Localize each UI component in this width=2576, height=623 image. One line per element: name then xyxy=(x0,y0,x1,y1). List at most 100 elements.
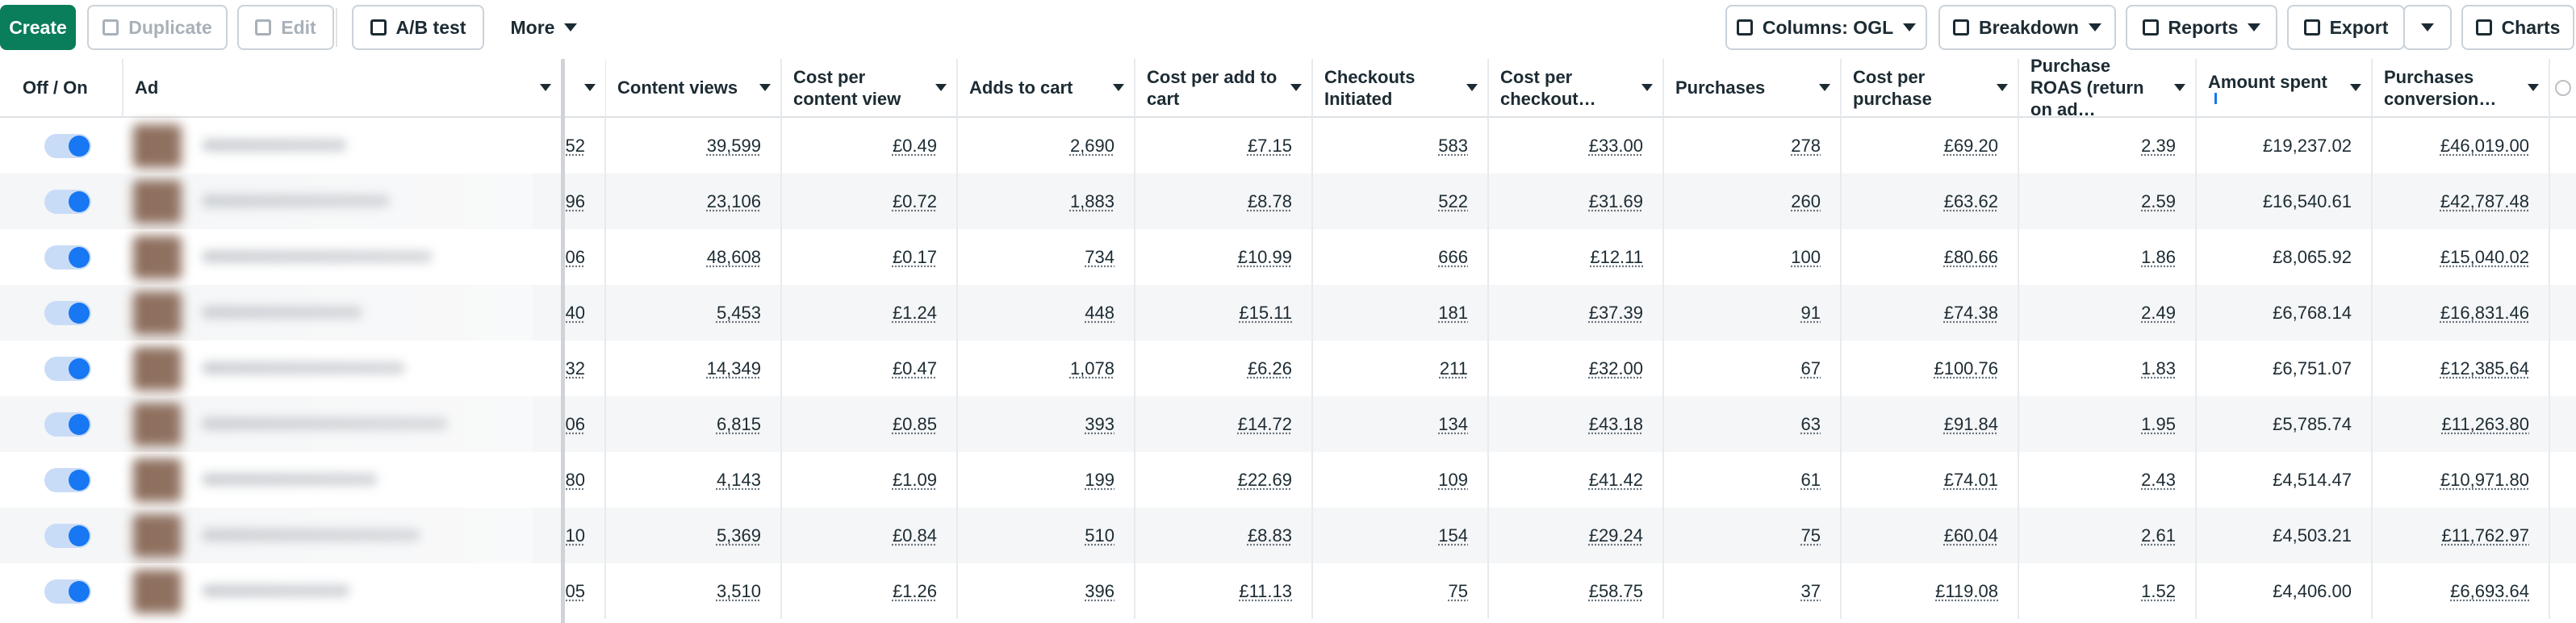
icon xyxy=(2475,19,2492,36)
header-label: Purchases conversion… xyxy=(2384,66,2497,109)
toolbar-button[interactable]: Edit xyxy=(237,5,334,50)
ad-name-blur xyxy=(202,362,405,374)
table-cell: £10,971.80 xyxy=(2373,452,2550,508)
table-cell: 666 xyxy=(1313,229,1489,285)
cell-value: £37.39 xyxy=(1588,302,1643,323)
ad-thumbnail xyxy=(133,124,182,168)
toolbar-button[interactable]: A/B test xyxy=(352,5,484,50)
column-header[interactable]: Off / On xyxy=(0,59,123,118)
table-cell: 14,349 xyxy=(606,341,782,396)
cell-value: 5,369 xyxy=(716,525,761,546)
cell-value: 109 xyxy=(1438,469,1468,490)
toggle[interactable] xyxy=(44,134,91,158)
toggle[interactable] xyxy=(44,412,91,437)
dropdown-caret xyxy=(2248,23,2261,31)
cell-value: £5,785.74 xyxy=(2273,413,2352,434)
toolbar-button[interactable]: Breakdown xyxy=(1938,5,2116,50)
header-text-wrap: Purchases conversion… xyxy=(2384,66,2516,110)
column-header[interactable]: Checkouts Initiated xyxy=(1313,59,1489,118)
toolbar-button[interactable]: More xyxy=(499,5,589,50)
export-dropdown[interactable] xyxy=(2403,5,2452,50)
header-text-wrap: Cost per purchase xyxy=(1853,66,1985,110)
toggle-knob xyxy=(69,358,90,379)
header-label: Cost per add to cart xyxy=(1147,66,1278,109)
cell-value: £15.11 xyxy=(1239,302,1292,323)
column-header[interactable]: Ad xyxy=(123,59,561,118)
cell-value: 1,883 xyxy=(1069,190,1114,211)
cell-value: £31.69 xyxy=(1588,190,1643,211)
cell-value: £4,514.47 xyxy=(2273,469,2352,490)
table-cell: £43.18 xyxy=(1489,396,1664,452)
cell-value: £74.38 xyxy=(1943,302,1998,323)
table-cell: 67 xyxy=(1664,341,1842,396)
cell-value: 75 xyxy=(1448,580,1468,601)
toolbar-button[interactable]: Reports xyxy=(2126,5,2277,50)
toolbar-button[interactable]: Export xyxy=(2287,5,2405,50)
toggle[interactable] xyxy=(44,190,91,214)
toggle[interactable] xyxy=(44,357,91,381)
ad-thumbnail xyxy=(133,514,182,558)
table-cell: £4,514.47 xyxy=(2197,452,2373,508)
table-cell: 2,690 xyxy=(958,118,1135,174)
table-cell: £16,540.61 xyxy=(2197,174,2373,229)
cell-value: 67 xyxy=(1800,357,1821,378)
table-cell: £6,751.07 xyxy=(2197,341,2373,396)
ad-name-blur xyxy=(202,194,390,207)
button-label: Create xyxy=(9,16,67,38)
ad-name-blur xyxy=(202,473,378,486)
column-header[interactable]: Cost per content view xyxy=(782,59,958,118)
toggle-knob xyxy=(69,581,90,602)
table-cell: £46,019.00 xyxy=(2373,118,2550,174)
toolbar-button[interactable]: Charts xyxy=(2461,5,2574,50)
toolbar-button[interactable]: Create xyxy=(0,5,76,50)
dropdown-caret xyxy=(1819,83,1830,91)
cell-value: 2.59 xyxy=(2141,190,2176,211)
dropdown-caret xyxy=(1290,83,1302,91)
toggle[interactable] xyxy=(44,301,91,325)
cell-value: 2.43 xyxy=(2141,469,2176,490)
column-header[interactable]: Cost per checkout… xyxy=(1489,59,1664,118)
add-column[interactable] xyxy=(2550,59,2576,118)
table-cell: £14.72 xyxy=(1135,396,1313,452)
table-cell: £22.69 xyxy=(1135,452,1313,508)
toggle[interactable] xyxy=(44,524,91,548)
column-header[interactable]: Cost per add to cart xyxy=(1135,59,1313,118)
cell-value: 91 xyxy=(1800,302,1821,323)
column-header[interactable]: Purchases conversion… xyxy=(2373,59,2550,118)
table-cell: £29.24 xyxy=(1489,508,1664,563)
column-header[interactable] xyxy=(562,59,607,118)
column-header[interactable]: Adds to cart xyxy=(958,59,1135,118)
table-cell: £15.11 xyxy=(1135,285,1313,341)
cell-value: £69.20 xyxy=(1943,135,1998,156)
table-cell: £6.26 xyxy=(1135,341,1313,396)
column-header[interactable]: Content views xyxy=(606,59,782,118)
toggle[interactable] xyxy=(44,468,91,492)
header-label: Cost per content view xyxy=(793,66,901,109)
toggle[interactable] xyxy=(44,579,91,604)
cell-value: 37 xyxy=(1800,580,1821,601)
toolbar-button[interactable]: Duplicate xyxy=(87,5,228,50)
column-header[interactable]: Amount spent xyxy=(2197,59,2373,118)
toggle-knob xyxy=(69,191,90,212)
column-header[interactable]: Cost per purchase xyxy=(1842,59,2019,118)
cell-value: £1.09 xyxy=(892,469,937,490)
table-cell: £4,406.00 xyxy=(2197,563,2373,619)
table-cell: £37.39 xyxy=(1489,285,1664,341)
cell-value: 1.52 xyxy=(2141,580,2176,601)
table-cell: £12.11 xyxy=(1489,229,1664,285)
table-cell: £4,503.21 xyxy=(2197,508,2373,563)
toggle[interactable] xyxy=(44,245,91,270)
table-cell: 91 xyxy=(1664,285,1842,341)
cell-value: 4,143 xyxy=(716,469,761,490)
ad-thumbnail xyxy=(133,180,182,224)
column-header[interactable]: Purchases xyxy=(1664,59,1842,118)
table-cell: £16,831.46 xyxy=(2373,285,2550,341)
icon xyxy=(2303,19,2320,36)
button-label: Edit xyxy=(281,16,316,38)
header-text-wrap: Purchase ROAS (return on ad… xyxy=(2030,55,2163,120)
toolbar-button[interactable]: Columns: OGL xyxy=(1725,5,1927,50)
cell-value: 393 xyxy=(1085,413,1114,434)
column-header[interactable]: Purchase ROAS (return on ad… xyxy=(2019,56,2197,119)
table-cell: 100 xyxy=(1664,229,1842,285)
